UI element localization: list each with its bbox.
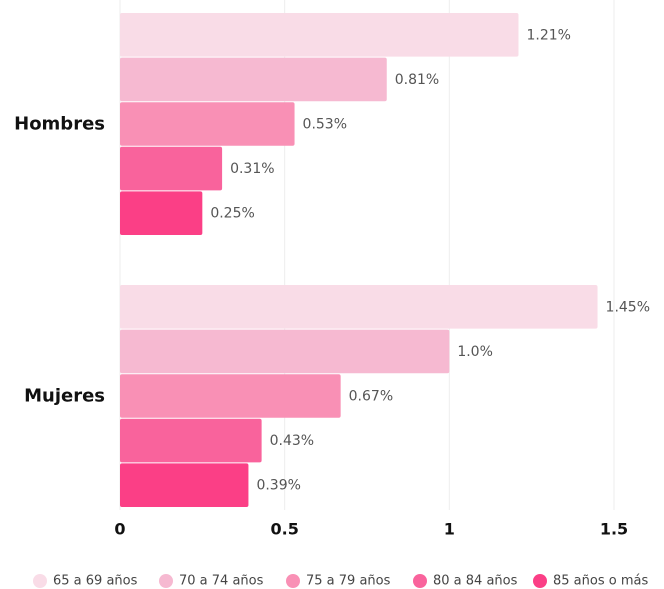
legend-label: 70 a 74 años [179,574,264,589]
bar [120,374,341,418]
legend-swatch [533,574,547,588]
category-label: Mujeres [24,386,105,407]
bar [120,102,295,146]
legend-swatch [159,574,173,588]
legend-swatch [413,574,427,588]
legend-swatch [286,574,300,588]
value-label: 1.21% [526,27,570,43]
x-tick-label: 1.5 [600,520,628,539]
value-label: 0.25% [210,206,254,222]
value-label: 0.67% [349,389,393,405]
category-label: Hombres [14,114,105,135]
x-tick-label: 0 [114,520,125,539]
bar [120,191,203,235]
bar [120,463,249,507]
bar [120,418,262,463]
legend-label: 75 a 79 años [306,574,391,589]
bar [120,285,598,329]
value-label: 0.39% [256,478,300,494]
value-label: 0.31% [230,161,274,177]
bar [120,57,387,102]
value-label: 1.0% [457,344,493,360]
value-label: 0.53% [303,117,347,133]
bar [120,329,450,374]
legend-label: 85 años o más [553,574,648,589]
value-label: 1.45% [606,299,650,315]
legend-label: 80 a 84 años [433,574,518,589]
bar [120,13,519,57]
bar [120,146,223,191]
x-tick-label: 0.5 [270,520,298,539]
value-label: 0.43% [270,433,314,449]
value-label: 0.81% [395,72,439,88]
x-tick-label: 1 [444,520,455,539]
legend-label: 65 a 69 años [53,574,138,589]
legend-swatch [33,574,47,588]
